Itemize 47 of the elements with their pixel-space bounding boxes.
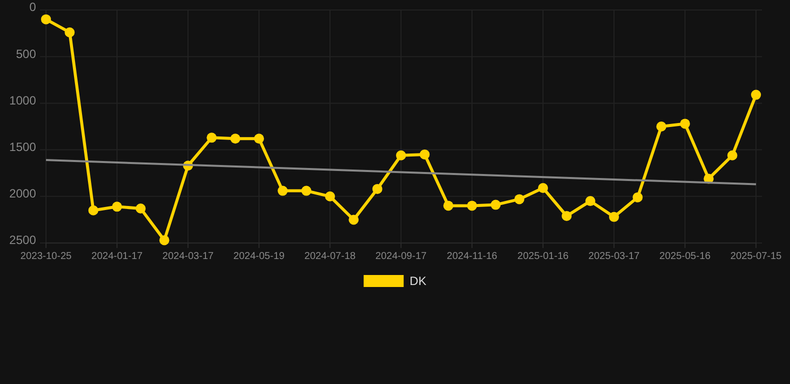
point [514, 194, 524, 204]
point [680, 118, 690, 129]
y-tick-label: 1500 [9, 140, 36, 154]
x-tick-label: 2025-03-17 [588, 251, 640, 262]
legend-label: DK [410, 274, 426, 288]
x-tick-label: 2025-01-16 [517, 251, 570, 262]
point [88, 205, 98, 216]
point [490, 200, 501, 210]
point [278, 186, 288, 196]
y-tick-label: 0 [29, 0, 36, 14]
point [609, 212, 619, 222]
point [396, 150, 406, 160]
point [348, 214, 359, 225]
point [751, 90, 761, 100]
point [372, 184, 382, 194]
point [136, 204, 146, 214]
y-tick-label: 2000 [9, 186, 36, 201]
x-tick-label: 2024-05-19 [233, 251, 286, 262]
point [632, 192, 643, 202]
y-tick-label: 1000 [9, 93, 36, 108]
point [159, 235, 170, 246]
point [301, 186, 312, 196]
point [585, 196, 596, 206]
point [562, 210, 572, 221]
point [41, 14, 51, 24]
point [112, 202, 122, 212]
point [230, 134, 240, 144]
point [254, 134, 264, 144]
x-tick-label: 2024-03-17 [162, 251, 214, 262]
x-tick-label: 2024-09-17 [375, 251, 428, 262]
point [467, 200, 477, 211]
x-tick-label: 2025-07-15 [730, 251, 782, 262]
point [727, 150, 738, 160]
point [443, 200, 454, 211]
x-tick-label: 2024-07-18 [304, 251, 356, 262]
point [325, 191, 335, 202]
point [206, 132, 217, 143]
point [538, 183, 548, 194]
y-tick-label: 2500 [9, 233, 36, 248]
point [420, 149, 430, 160]
x-tick-label: 2024-11-16 [446, 251, 498, 262]
x-tick-label: 2023-10-25 [20, 251, 72, 262]
x-tick-label: 2024-01-17 [91, 251, 144, 262]
x-tick-label: 2025-05-16 [659, 251, 712, 262]
y-tick-label: 500 [16, 46, 36, 61]
point [656, 122, 666, 132]
point [64, 27, 75, 38]
